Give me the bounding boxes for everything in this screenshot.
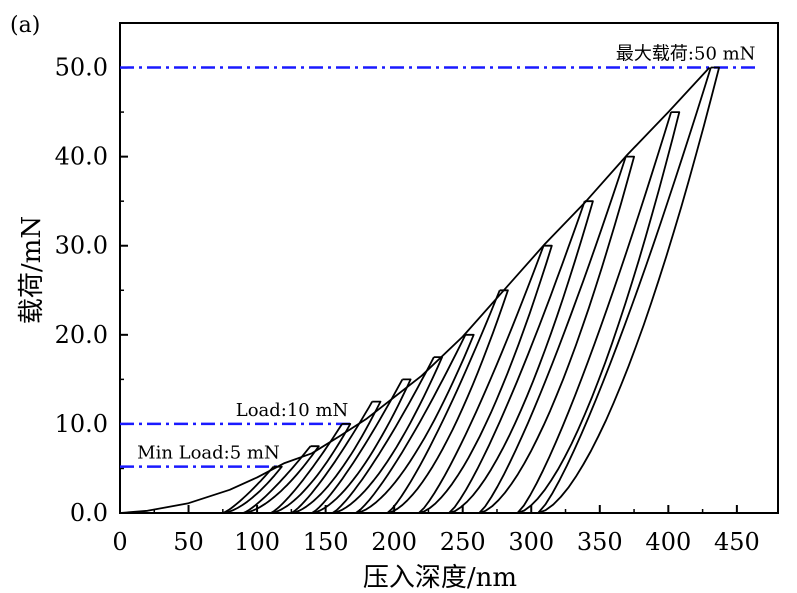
y-axis-title: 载荷/mN xyxy=(17,216,47,324)
unloading-curve xyxy=(291,400,382,514)
x-tick-label: 300 xyxy=(508,528,554,556)
x-axis-title: 压入深度/nm xyxy=(363,563,517,593)
x-tick-label: 0 xyxy=(112,528,127,556)
reloading-curve xyxy=(243,445,312,514)
y-tick-label: 30.0 xyxy=(55,232,108,260)
unloading-curve xyxy=(387,289,509,514)
unloading-curve xyxy=(311,378,412,514)
x-tick-label: 450 xyxy=(714,528,760,556)
reloading-curve xyxy=(311,378,404,514)
x-tick-label: 50 xyxy=(173,528,204,556)
reloading-curve xyxy=(270,423,343,514)
y-tick-label: 0.0 xyxy=(70,499,108,527)
x-tick-label: 200 xyxy=(371,528,417,556)
reloading-curve xyxy=(290,401,373,514)
x-tick-label: 100 xyxy=(234,528,280,556)
load-depth-curves xyxy=(119,66,720,514)
x-tick-label: 250 xyxy=(440,528,486,556)
unloading-curve xyxy=(448,200,594,514)
unloading-curve xyxy=(222,465,283,514)
reloading-curve xyxy=(478,156,627,514)
unloading-curve xyxy=(332,356,443,514)
unloading-curve xyxy=(537,66,720,514)
panel-label: (a) xyxy=(10,13,40,38)
plot-frame xyxy=(119,22,779,514)
loading-curve xyxy=(119,66,711,514)
unloading-curve xyxy=(243,445,320,514)
unloading-curve xyxy=(517,111,681,514)
unloading-curve xyxy=(418,244,553,514)
y-tick-label: 50.0 xyxy=(55,54,108,82)
reference-line-label: 最大载荷:50 mN xyxy=(616,44,756,65)
y-tick-label: 10.0 xyxy=(55,410,108,438)
reference-lines: 最大载荷:50 mN Load:10 mN Min Load:5 mN xyxy=(120,44,758,468)
x-tick-label: 400 xyxy=(645,528,691,556)
reloading-curve xyxy=(537,67,712,514)
unloading-curve xyxy=(355,333,475,514)
x-tick-label: 350 xyxy=(577,528,623,556)
unloading-curve xyxy=(270,423,352,514)
reloading-curve xyxy=(448,200,586,514)
reloading-curve xyxy=(331,356,435,514)
tick-labels: 0 50 100 150 200 250 300 350 400 450 0.0 10.0 20.0 30… xyxy=(55,54,760,556)
x-tick-label: 150 xyxy=(303,528,349,556)
reloading-curve xyxy=(516,111,672,514)
reloading-curve xyxy=(355,334,467,514)
reloading-curve xyxy=(222,466,275,514)
reloading-curve xyxy=(386,289,501,514)
reloading-curve xyxy=(418,245,545,514)
y-tick-label: 40.0 xyxy=(55,143,108,171)
reference-line-label: Load:10 mN xyxy=(236,400,349,421)
unloading-curve xyxy=(478,155,635,514)
reference-line-label: Min Load:5 mN xyxy=(137,443,280,464)
y-tick-label: 20.0 xyxy=(55,321,108,349)
